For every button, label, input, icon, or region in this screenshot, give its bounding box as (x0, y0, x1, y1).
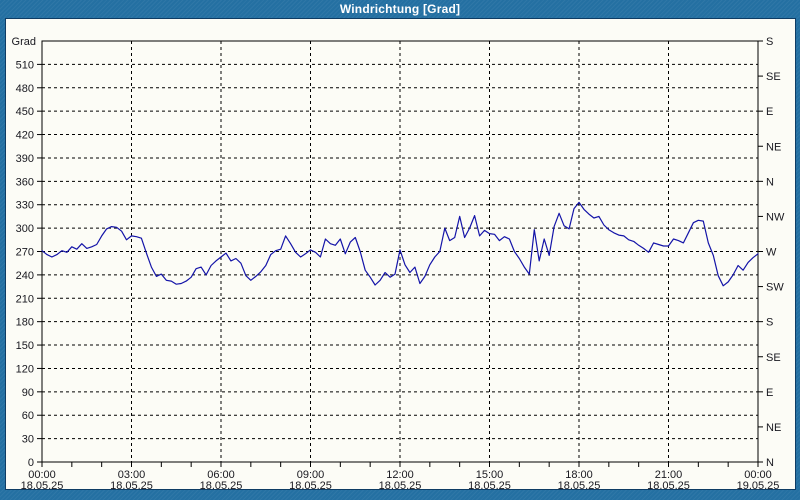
compass-tick-label: NE (766, 141, 781, 153)
x-date-label: 18.05.25 (200, 480, 243, 489)
y-axis-tick-label: 420 (16, 130, 34, 142)
y-axis-tick-label: 240 (16, 270, 34, 282)
compass-tick-label: SW (766, 282, 784, 294)
chart-panel: 0 30 60 90 120 150 180 210 240 270 300 330 360 390 420… (5, 18, 796, 492)
y-axis-tick-label: 360 (16, 176, 34, 188)
y-axis-tick-label: 90 (22, 387, 34, 399)
x-time-label: 12:00 (386, 469, 414, 481)
x-time-label: 21:00 (655, 469, 683, 481)
x-time-label: 15:00 (476, 469, 504, 481)
x-time-label: 00:00 (744, 469, 772, 481)
y-axis-tick-label: 510 (16, 59, 34, 71)
y-axis-tick-label: 30 (22, 434, 34, 446)
x-time-label: 09:00 (297, 469, 325, 481)
y-axis-tick-label: 480 (16, 83, 34, 95)
y-axis-tick-label: 180 (16, 317, 34, 329)
y-axis-tick-label: 60 (22, 410, 34, 422)
compass-tick-label: SE (766, 352, 781, 364)
y-axis-tick-label: 150 (16, 340, 34, 352)
compass-tick-label: SE (766, 71, 781, 83)
y-axis-tick-label: 270 (16, 247, 34, 259)
compass-tick-label: N (766, 457, 774, 469)
compass-tick-label: N (766, 176, 774, 188)
y-axis-tick-label: 390 (16, 153, 34, 165)
y-axis-tick-label: 300 (16, 223, 34, 235)
x-date-label: 18.05.25 (289, 480, 332, 489)
compass-tick-label: S (766, 36, 773, 48)
x-date-label: 19.05.25 (737, 480, 780, 489)
y-axis-unit-label: Grad (12, 36, 36, 48)
x-time-label: 00:00 (28, 469, 56, 481)
x-date-label: 18.05.25 (110, 480, 153, 489)
y-axis-tick-label: 210 (16, 293, 34, 305)
x-time-label: 03:00 (118, 469, 146, 481)
compass-tick-label: E (766, 106, 773, 118)
x-date-label: 18.05.25 (379, 480, 422, 489)
y-axis-tick-label: 0 (28, 457, 34, 469)
wind-direction-chart: 0 30 60 90 120 150 180 210 240 270 300 330 360 390 420… (12, 36, 785, 492)
y-axis-tick-label: 330 (16, 200, 34, 212)
compass-tick-label: E (766, 387, 773, 399)
window-title: Windrichtung [Grad] (339, 2, 461, 16)
x-date-label: 18.05.25 (647, 480, 690, 489)
y-axis-tick-label: 450 (16, 106, 34, 118)
x-date-label: 18.05.25 (468, 480, 511, 489)
x-time-label: 06:00 (207, 469, 235, 481)
compass-tick-label: NW (766, 211, 785, 223)
wind-direction-line (41, 201, 759, 287)
compass-tick-label: S (766, 317, 773, 329)
compass-tick-label: NE (766, 422, 781, 434)
x-date-label: 18.05.25 (558, 480, 601, 489)
x-date-label: 18.05.25 (21, 480, 64, 489)
y-axis-tick-label: 120 (16, 363, 34, 375)
compass-tick-label: W (766, 247, 777, 259)
window-titlebar: Windrichtung [Grad] (0, 0, 800, 18)
x-time-label: 18:00 (565, 469, 593, 481)
